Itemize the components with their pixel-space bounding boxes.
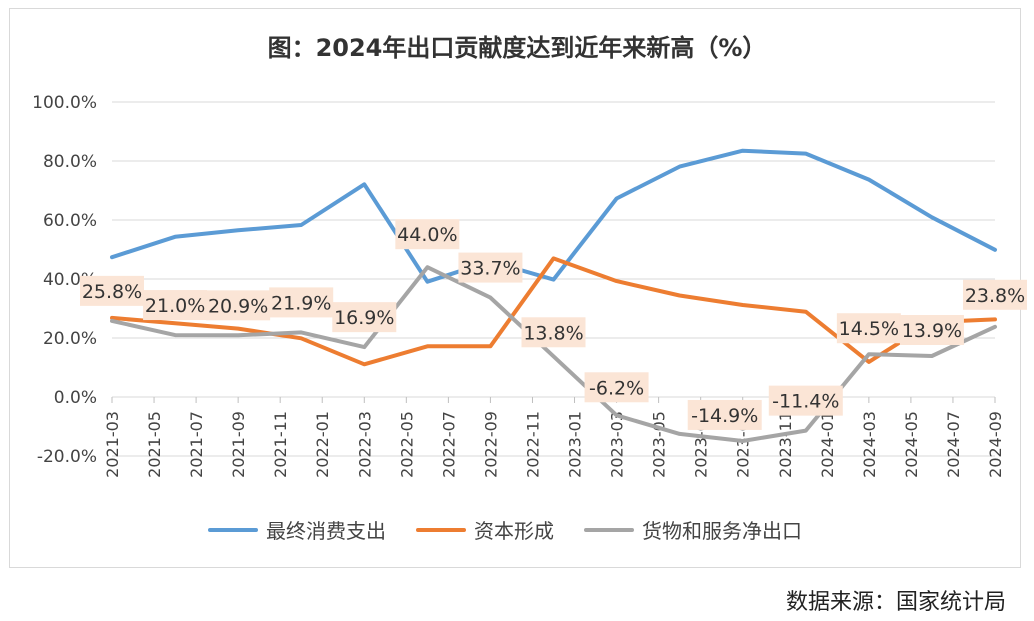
data-label: 21.0% [145, 295, 205, 317]
data-label: -6.2% [589, 377, 644, 399]
data-label: 21.9% [271, 292, 331, 314]
data-label: 33.7% [460, 258, 520, 280]
data-label: -14.9% [691, 405, 758, 427]
chart-frame [9, 8, 1021, 568]
data-label: 44.0% [397, 224, 457, 246]
x-tick-label: 2021-03 [103, 411, 122, 478]
legend-label-3: 货物和服务净出口 [642, 519, 802, 543]
legend-label-1: 最终消费支出 [266, 519, 386, 543]
x-tick-label: 2023-05 [650, 411, 669, 478]
data-label-bg [521, 317, 586, 348]
y-tick-label: 80.0% [43, 152, 97, 172]
data-label-bg [768, 385, 843, 416]
y-tick-label: 0.0% [54, 388, 97, 408]
data-label-bg [458, 252, 523, 283]
data-label-bg [584, 372, 649, 403]
x-tick-label: 2023-03 [608, 411, 627, 478]
chart-title: 图：2024年出口贡献度达到近年来新高（%） [268, 34, 767, 62]
source-note: 数据来源：国家统计局 [785, 590, 1006, 615]
x-tick-label: 2021-07 [187, 411, 206, 478]
data-label: 13.8% [523, 322, 583, 344]
y-tick-label: -20.0% [37, 447, 97, 467]
x-tick-label: 2021-11 [271, 411, 290, 478]
y-tick-label: 60.0% [43, 211, 97, 231]
data-label-bg [899, 314, 964, 345]
x-tick-label: 2022-03 [355, 411, 374, 478]
data-label: 16.9% [334, 307, 394, 329]
data-label: 14.5% [839, 318, 899, 340]
x-tick-label: 2022-09 [481, 411, 500, 478]
data-label-bg [687, 399, 762, 430]
data-label: 13.9% [902, 320, 962, 342]
data-label: 23.8% [965, 285, 1025, 307]
x-tick-label: 2024-09 [986, 411, 1005, 478]
data-label: 25.8% [82, 281, 142, 303]
data-label-bg [269, 287, 334, 318]
data-label-bg [143, 290, 208, 321]
x-tick-label: 2024-03 [860, 411, 879, 478]
series-line-1 [110, 148, 997, 284]
x-tick-label: 2022-11 [523, 411, 542, 478]
data-label-bg [332, 302, 397, 333]
data-label-bg [395, 219, 460, 250]
x-tick-label: 2023-11 [776, 411, 795, 478]
data-label-bg [80, 275, 144, 306]
y-tick-label: 100.0% [32, 93, 97, 113]
y-tick-label: 20.0% [43, 329, 97, 349]
data-label: -11.4% [772, 391, 839, 413]
series-line-3 [110, 265, 997, 443]
x-tick-label: 2024-01 [818, 411, 837, 478]
x-tick-label: 2022-05 [397, 411, 416, 478]
x-tick-label: 2021-09 [229, 411, 248, 478]
x-tick-label: 2024-05 [902, 411, 921, 478]
legend-label-2: 资本形成 [474, 519, 554, 543]
x-tick-label: 2022-01 [313, 411, 332, 478]
x-tick-label: 2023-01 [566, 411, 585, 478]
series-line-2 [110, 256, 997, 367]
x-tick-label: 2024-07 [944, 411, 963, 478]
data-label-bg [963, 279, 1027, 310]
x-tick-label: 2021-05 [145, 411, 164, 478]
data-label-bg [206, 290, 271, 321]
x-tick-label: 2022-07 [439, 411, 458, 478]
data-label: 20.9% [208, 295, 268, 317]
data-label-bg [836, 313, 901, 344]
